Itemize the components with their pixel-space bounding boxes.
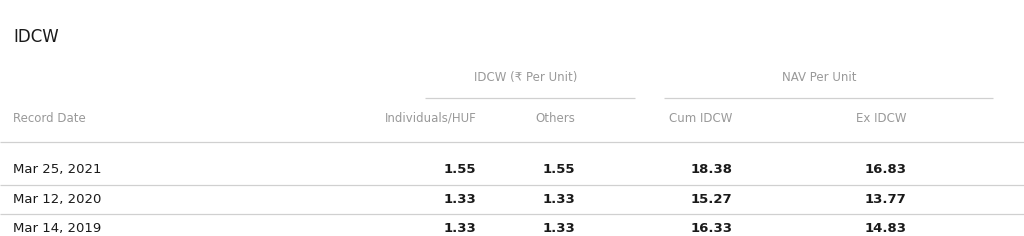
Text: 18.38: 18.38: [690, 163, 732, 177]
Text: Mar 14, 2019: Mar 14, 2019: [13, 222, 101, 236]
Text: 1.33: 1.33: [543, 222, 575, 236]
Text: NAV Per Unit: NAV Per Unit: [782, 71, 856, 84]
Text: 1.33: 1.33: [543, 193, 575, 206]
Text: Mar 25, 2021: Mar 25, 2021: [13, 163, 101, 177]
Text: Cum IDCW: Cum IDCW: [669, 111, 732, 125]
Text: 16.33: 16.33: [690, 222, 732, 236]
Text: 1.33: 1.33: [443, 222, 476, 236]
Text: 15.27: 15.27: [690, 193, 732, 206]
Text: 14.83: 14.83: [864, 222, 906, 236]
Text: 13.77: 13.77: [864, 193, 906, 206]
Text: 1.55: 1.55: [443, 163, 476, 177]
Text: Others: Others: [536, 111, 575, 125]
Text: Individuals/HUF: Individuals/HUF: [384, 111, 476, 125]
Text: Record Date: Record Date: [13, 111, 86, 125]
Text: Mar 12, 2020: Mar 12, 2020: [13, 193, 101, 206]
Text: 1.55: 1.55: [543, 163, 575, 177]
Text: 1.33: 1.33: [443, 193, 476, 206]
Text: Ex IDCW: Ex IDCW: [856, 111, 906, 125]
Text: 16.83: 16.83: [864, 163, 906, 177]
Text: IDCW (₹ Per Unit): IDCW (₹ Per Unit): [474, 71, 577, 84]
Text: IDCW: IDCW: [13, 28, 59, 46]
